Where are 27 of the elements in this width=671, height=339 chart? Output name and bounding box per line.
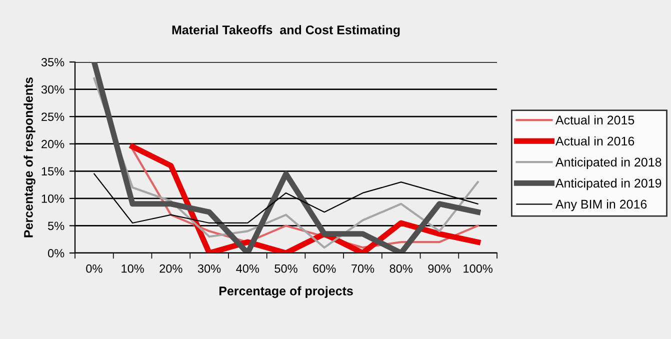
y-tick-label: 5% [48,222,64,230]
legend-label: Actual in 2016 [555,136,634,146]
y-tick-label: 0% [48,249,64,258]
x-tick-label: 60% [313,264,336,273]
x-tick-label: 30% [198,264,221,273]
x-tick-label: 90% [428,264,451,273]
y-tick-label: 20% [42,140,64,148]
y-tick-label: 15% [42,167,64,176]
x-tick-label: 70% [352,264,374,273]
y-tick-label: 10% [42,194,64,203]
y-tick-label: 35% [41,58,64,66]
y-axis-title: Percentage of respondents [24,77,36,238]
x-tick-label: 40% [236,264,260,273]
y-tick-label: 30% [41,85,64,94]
y-tick-label: 25% [42,112,64,121]
x-axis-title: Percentage of projects [219,286,353,298]
x-tick-label: 80% [390,264,412,273]
x-tick-label: 20% [160,264,182,273]
chart-title: Material Takeoffs and Cost Estimating [172,25,400,37]
x-tick-label: 100% [464,264,492,273]
x-tick-label: 10% [122,264,144,273]
x-tick-label: 50% [274,264,298,273]
x-tick-label: 0% [86,264,102,273]
legend-label: Anticipated in 2018 [555,157,662,170]
legend-label: Any BIM in 2016 [555,199,647,212]
legend-label: Anticipated in 2019 [555,178,662,190]
legend-label: Actual in 2015 [555,115,634,125]
